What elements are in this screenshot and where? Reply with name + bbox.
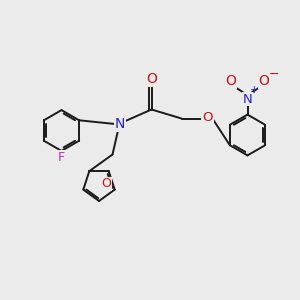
Text: F: F — [58, 151, 65, 164]
Text: O: O — [226, 74, 236, 88]
Text: −: − — [268, 68, 279, 81]
Text: O: O — [259, 74, 269, 88]
Text: O: O — [202, 111, 213, 124]
Text: O: O — [101, 178, 111, 190]
Text: N: N — [115, 118, 125, 131]
Text: +: + — [250, 85, 258, 95]
Text: O: O — [146, 73, 157, 86]
Text: N: N — [243, 92, 252, 106]
